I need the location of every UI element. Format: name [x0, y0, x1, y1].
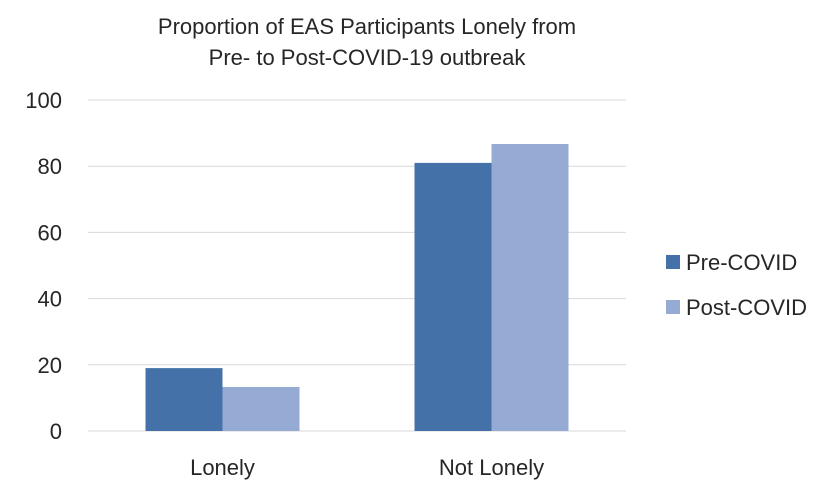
legend-label-post-covid: Post-COVID	[686, 295, 807, 320]
bar-not-lonely-pre-covid	[414, 162, 492, 431]
y-tick-label: 0	[50, 419, 62, 444]
y-tick-label: 40	[38, 287, 62, 312]
legend-swatch-pre-covid	[666, 255, 680, 269]
legend-label-pre-covid: Pre-COVID	[686, 250, 797, 275]
y-tick-label: 60	[38, 220, 62, 245]
bar-lonely-pre-covid	[145, 368, 223, 431]
x-tick-label: Lonely	[190, 455, 255, 480]
x-axis-ticks: Lonely Not Lonely	[190, 455, 544, 480]
chart-title-line-1: Proportion of EAS Participants Lonely fr…	[158, 14, 576, 39]
legend-swatch-post-covid	[666, 300, 680, 314]
bar-not-lonely-post-covid	[491, 144, 569, 431]
y-tick-label: 80	[38, 154, 62, 179]
x-tick-label: Not Lonely	[439, 455, 544, 480]
legend: Pre-COVID Post-COVID	[666, 250, 807, 320]
bar-lonely-post-covid	[222, 386, 300, 431]
y-axis-ticks: 0 20 40 60 80 100	[25, 88, 62, 444]
chart-title-line-2: Pre- to Post-COVID-19 outbreak	[209, 45, 527, 70]
y-tick-label: 20	[38, 353, 62, 378]
y-tick-label: 100	[25, 88, 62, 113]
bars	[145, 144, 569, 431]
chart-title: Proportion of EAS Participants Lonely fr…	[158, 14, 576, 70]
